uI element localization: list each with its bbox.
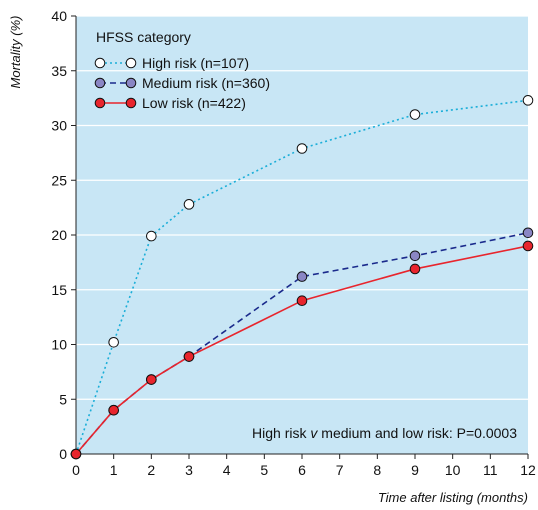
- y-tick-label: 30: [51, 118, 67, 134]
- y-tick-label: 5: [59, 391, 67, 407]
- x-axis-title: Time after listing (months): [378, 490, 528, 505]
- series-layer: [70, 95, 534, 460]
- x-tick-label: 5: [260, 462, 268, 478]
- y-tick-label: 35: [51, 63, 67, 79]
- x-tick-label: 0: [72, 462, 80, 478]
- data-point: [409, 250, 421, 262]
- x-tick-label: 11: [483, 462, 498, 478]
- data-point: [296, 295, 308, 307]
- x-tick-label: 4: [223, 462, 231, 478]
- x-tick-label: 10: [445, 462, 461, 478]
- data-point: [296, 143, 308, 154]
- legend-label: Medium risk (n=360): [142, 75, 270, 91]
- data-point: [522, 240, 534, 252]
- legend-marker: [94, 97, 106, 109]
- y-tick-label: 15: [51, 282, 67, 298]
- data-point: [522, 95, 534, 106]
- legend-label: High risk (n=107): [142, 55, 249, 71]
- data-point: [183, 199, 195, 210]
- data-point: [409, 263, 421, 275]
- data-point: [146, 230, 157, 242]
- x-tick-label: 12: [520, 462, 536, 478]
- x-tick-label: 2: [147, 462, 155, 478]
- data-point: [522, 227, 534, 239]
- series-markers-2: [70, 240, 534, 460]
- x-tick-label: 1: [110, 462, 118, 478]
- legend-marker: [125, 57, 137, 69]
- data-point: [183, 351, 195, 362]
- legend-label: Low risk (n=422): [142, 95, 246, 111]
- y-tick-label: 20: [51, 227, 67, 243]
- y-tick-label: 25: [51, 172, 67, 188]
- legend-marker: [94, 57, 106, 69]
- data-point: [146, 374, 157, 385]
- x-tick-label: 7: [336, 462, 344, 478]
- legend: HFSS category High risk (n=107) Medium ris…: [94, 29, 270, 111]
- x-tick-label: 9: [411, 462, 419, 478]
- x-tick-label: 3: [185, 462, 193, 478]
- data-point: [70, 448, 82, 460]
- data-point: [108, 337, 119, 348]
- y-tick-label: 0: [59, 446, 67, 462]
- y-tick-label: 10: [51, 337, 67, 353]
- x-tick-label: 8: [373, 462, 381, 478]
- y-tick-label: 40: [51, 8, 67, 24]
- x-tick-label: 6: [298, 462, 306, 478]
- data-point: [296, 271, 308, 282]
- legend-marker: [125, 77, 137, 89]
- legend-title: HFSS category: [96, 29, 191, 45]
- legend-marker: [94, 77, 106, 89]
- legend-marker: [125, 97, 137, 109]
- y-axis-title: Mortality (%): [8, 16, 23, 89]
- p-value-annotation: High risk v medium and low risk: P=0.000…: [252, 425, 517, 441]
- data-point: [108, 404, 119, 416]
- data-point: [409, 109, 421, 120]
